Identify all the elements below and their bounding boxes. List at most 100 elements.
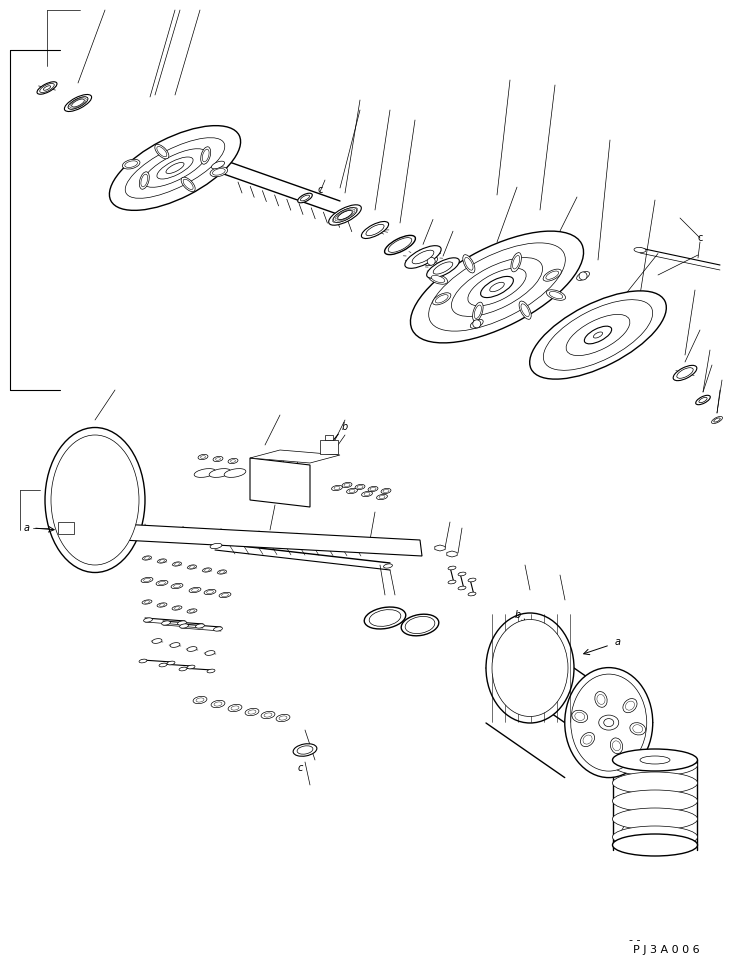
Ellipse shape <box>159 663 167 667</box>
Ellipse shape <box>161 620 170 625</box>
Text: P J 3 A 0 0 6: P J 3 A 0 0 6 <box>633 945 700 955</box>
Ellipse shape <box>214 702 222 706</box>
Ellipse shape <box>346 488 357 494</box>
Ellipse shape <box>144 149 206 187</box>
Ellipse shape <box>344 483 350 486</box>
Ellipse shape <box>181 178 195 191</box>
Ellipse shape <box>613 772 698 794</box>
Ellipse shape <box>171 583 183 589</box>
Ellipse shape <box>144 557 149 560</box>
Ellipse shape <box>198 455 208 459</box>
Ellipse shape <box>583 735 592 744</box>
Ellipse shape <box>383 564 392 568</box>
Ellipse shape <box>64 95 92 112</box>
Bar <box>58 522 74 534</box>
Ellipse shape <box>210 167 228 177</box>
Ellipse shape <box>473 302 483 321</box>
Polygon shape <box>447 551 457 557</box>
Ellipse shape <box>640 756 670 764</box>
Ellipse shape <box>492 620 568 716</box>
Ellipse shape <box>172 562 181 566</box>
Ellipse shape <box>613 741 621 751</box>
Ellipse shape <box>158 581 166 585</box>
Ellipse shape <box>143 556 152 560</box>
Ellipse shape <box>204 568 209 571</box>
Bar <box>325 435 333 440</box>
Ellipse shape <box>279 716 287 720</box>
Ellipse shape <box>433 292 451 305</box>
Ellipse shape <box>377 494 388 500</box>
Ellipse shape <box>521 304 529 317</box>
Ellipse shape <box>513 256 519 269</box>
Ellipse shape <box>212 161 224 169</box>
Ellipse shape <box>141 175 148 187</box>
Ellipse shape <box>337 210 352 219</box>
Ellipse shape <box>40 83 54 93</box>
Circle shape <box>427 258 435 265</box>
Ellipse shape <box>231 706 239 710</box>
Ellipse shape <box>425 257 437 265</box>
Ellipse shape <box>613 790 698 812</box>
Ellipse shape <box>194 469 216 478</box>
Ellipse shape <box>203 567 212 572</box>
Ellipse shape <box>228 458 238 463</box>
Ellipse shape <box>45 427 145 572</box>
Ellipse shape <box>220 570 224 573</box>
Ellipse shape <box>333 207 357 222</box>
Ellipse shape <box>139 659 147 663</box>
Ellipse shape <box>297 746 313 755</box>
Ellipse shape <box>471 319 483 328</box>
Ellipse shape <box>152 639 162 644</box>
Ellipse shape <box>160 560 164 563</box>
Ellipse shape <box>566 315 630 355</box>
Ellipse shape <box>580 732 595 747</box>
Circle shape <box>579 272 587 280</box>
Ellipse shape <box>125 161 138 168</box>
Polygon shape <box>250 458 310 507</box>
Ellipse shape <box>166 162 184 174</box>
Polygon shape <box>120 524 422 556</box>
Ellipse shape <box>511 253 522 272</box>
Ellipse shape <box>411 231 584 343</box>
Ellipse shape <box>435 294 448 303</box>
Ellipse shape <box>155 145 169 159</box>
Ellipse shape <box>575 712 585 721</box>
Ellipse shape <box>218 570 226 574</box>
Ellipse shape <box>610 738 622 754</box>
Polygon shape <box>250 450 340 463</box>
Ellipse shape <box>332 485 343 490</box>
Ellipse shape <box>72 99 84 107</box>
Ellipse shape <box>428 243 565 331</box>
Ellipse shape <box>221 593 229 596</box>
Ellipse shape <box>175 607 180 609</box>
Ellipse shape <box>546 290 565 300</box>
Ellipse shape <box>597 695 605 704</box>
Ellipse shape <box>224 469 246 478</box>
Ellipse shape <box>613 834 698 856</box>
Ellipse shape <box>125 138 225 198</box>
Ellipse shape <box>677 368 693 378</box>
Ellipse shape <box>144 618 152 622</box>
Ellipse shape <box>383 489 389 492</box>
Ellipse shape <box>192 589 198 592</box>
Ellipse shape <box>458 586 466 590</box>
Ellipse shape <box>468 268 526 306</box>
Ellipse shape <box>201 147 211 164</box>
Text: a: a <box>24 523 30 533</box>
Ellipse shape <box>264 713 272 717</box>
Ellipse shape <box>634 247 646 253</box>
Ellipse shape <box>206 591 213 593</box>
Ellipse shape <box>187 609 197 613</box>
Ellipse shape <box>368 486 378 491</box>
Text: c: c <box>297 763 303 773</box>
Ellipse shape <box>170 643 180 648</box>
Ellipse shape <box>261 711 275 719</box>
Ellipse shape <box>300 195 309 201</box>
Ellipse shape <box>458 572 466 576</box>
Ellipse shape <box>364 607 406 629</box>
Ellipse shape <box>585 326 612 344</box>
Ellipse shape <box>211 701 225 707</box>
Ellipse shape <box>174 585 181 588</box>
Ellipse shape <box>276 714 290 722</box>
Bar <box>320 440 338 454</box>
